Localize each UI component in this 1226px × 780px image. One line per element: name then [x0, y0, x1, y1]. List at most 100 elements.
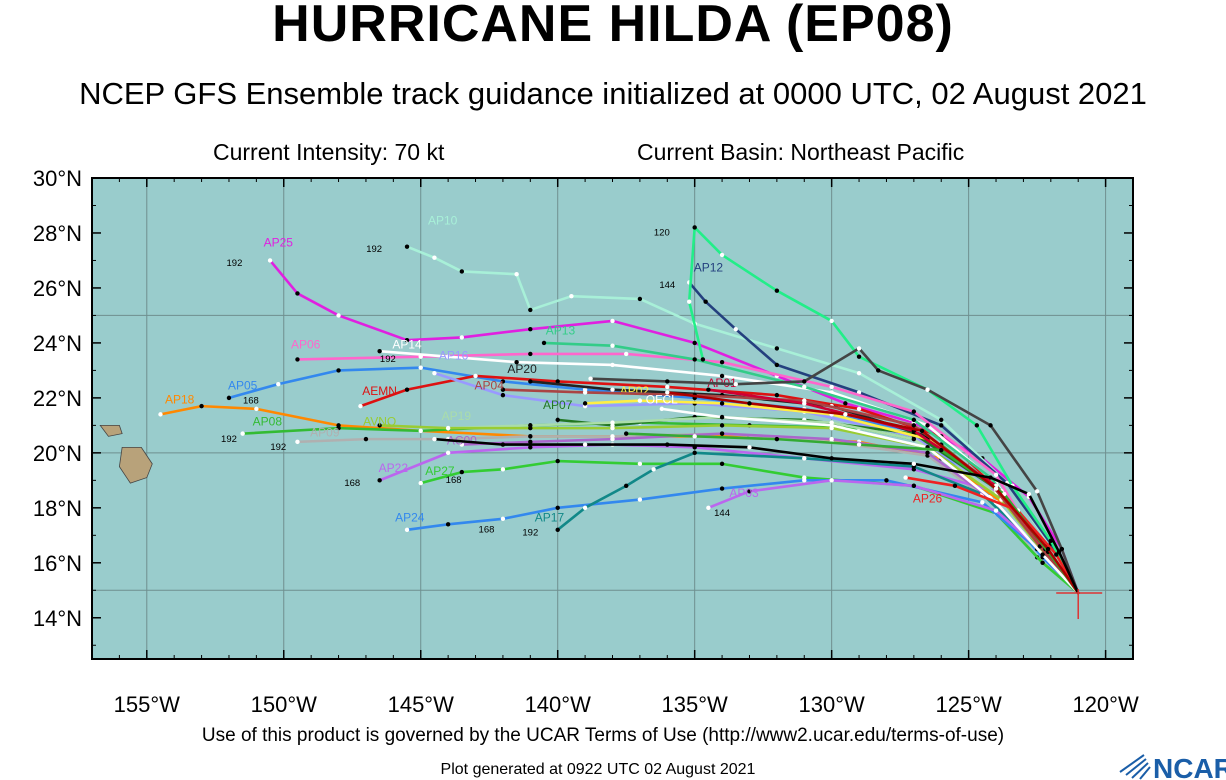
track-point-ap24	[555, 505, 560, 511]
track-point-ap13	[802, 384, 807, 390]
track-point-ap06	[719, 359, 725, 365]
track-point-ap27	[418, 480, 423, 486]
lat-tick-label: 18°N	[33, 496, 82, 521]
track-point-ap28	[911, 461, 917, 467]
track-point-ap13	[541, 340, 547, 346]
track-point-ap03	[829, 478, 834, 483]
track-point-aemn	[358, 403, 363, 409]
track-point-ap18	[254, 406, 259, 412]
track-point-ap25	[843, 401, 848, 406]
track-point-ap11	[719, 252, 725, 258]
island-maui	[99, 424, 123, 437]
lat-tick-label: 30°N	[33, 166, 82, 191]
track-point-ap03	[706, 505, 711, 511]
track-point-ap18	[199, 403, 204, 409]
track-point-ap25	[404, 337, 410, 343]
track-point-ap10	[939, 417, 944, 423]
track-point-ap13	[610, 343, 615, 348]
track-point-ap10	[856, 370, 862, 376]
track-point-ap15	[856, 346, 862, 351]
track-point-ap24	[802, 478, 807, 483]
track-line-ap11	[687, 226, 1080, 595]
track-point-ac00	[528, 439, 533, 445]
track-point-ap19	[610, 420, 615, 425]
track-point-ap23	[623, 431, 629, 436]
track-point-ap02	[719, 401, 725, 406]
track-point-ap10	[637, 296, 643, 302]
track-point-ap03	[747, 489, 752, 494]
lon-tick-label: 150°W	[251, 692, 318, 717]
track-point-aemn	[774, 392, 780, 398]
track-label-ap05: AP05	[228, 379, 258, 393]
track-label-ap18: AP18	[165, 392, 195, 406]
track-point-ap15	[876, 368, 881, 373]
track-label-ap26: AP26	[913, 491, 943, 505]
track-point-ap02	[637, 398, 643, 403]
track-point-ap05	[500, 379, 506, 384]
track-point-ap28	[988, 475, 993, 480]
track-point-ap20	[610, 387, 615, 392]
forecast-hour-label: 192	[227, 258, 243, 269]
forecast-hour-label: 192	[270, 442, 286, 453]
lat-tick-label: 26°N	[33, 276, 82, 301]
lat-tick-label: 24°N	[33, 331, 82, 356]
track-point-ap22	[528, 445, 533, 450]
track-point-ap24	[445, 522, 451, 527]
track-point-ap01	[706, 387, 711, 392]
track-label-ap04: AP04	[475, 379, 505, 393]
track-point-ap25	[692, 340, 697, 346]
track-point-ap15	[1059, 546, 1064, 552]
track-point-ap10	[404, 244, 410, 249]
lat-tick-label: 20°N	[33, 441, 82, 466]
track-point-ap22	[377, 478, 382, 483]
track-point-aemn	[665, 384, 670, 390]
track-point-ap15	[588, 376, 593, 381]
track-point-ap21	[665, 390, 670, 395]
track-label-ap16: AP16	[439, 348, 469, 362]
track-point-ofcl	[1040, 552, 1045, 557]
lat-tick-label: 16°N	[33, 551, 82, 576]
track-point-ap12	[939, 423, 944, 428]
track-point-ap28	[500, 442, 506, 447]
track-point-ap27	[1040, 560, 1045, 565]
track-point-ap15	[988, 423, 993, 428]
track-point-ap12	[774, 362, 780, 368]
track-point-ap09	[295, 439, 300, 445]
page-title: HURRICANE HILDA (EP08)	[272, 0, 954, 53]
forecast-hour-label: 168	[344, 478, 360, 489]
track-point-ap17	[802, 456, 807, 461]
track-point-ap05	[418, 365, 423, 370]
track-point-ap11	[829, 318, 834, 324]
track-point-ac00	[925, 450, 930, 456]
track-label-ap06: AP06	[291, 337, 321, 351]
lat-tick-label: 28°N	[33, 221, 82, 246]
track-point-avno	[377, 423, 382, 428]
track-point-ap23	[939, 447, 944, 453]
track-point-ap06	[528, 351, 533, 357]
track-point-ap07	[555, 417, 560, 423]
track-point-ap06	[295, 357, 300, 362]
track-point-ap10	[569, 293, 574, 299]
lon-tick-label: 155°W	[114, 692, 181, 717]
lon-tick-label: 125°W	[935, 692, 1002, 717]
track-point-ap11	[692, 225, 697, 230]
track-point-ap10	[432, 255, 437, 260]
track-point-ap17	[692, 450, 697, 456]
track-point-aemn	[856, 406, 862, 412]
forecast-hour-label: 192	[221, 434, 237, 445]
track-point-ap15	[802, 379, 807, 384]
track-point-ap26	[903, 475, 908, 480]
track-point-ap01	[802, 401, 807, 406]
track-point-ap12	[733, 326, 738, 332]
lon-tick-label: 130°W	[799, 692, 866, 717]
track-point-ap26	[1054, 552, 1059, 557]
track-point-ap04	[500, 387, 506, 392]
ncar-logo-text: NCAR	[1153, 753, 1226, 780]
track-point-ap04	[582, 390, 588, 395]
track-point-ap10	[459, 269, 465, 274]
lon-tick-label: 140°W	[525, 692, 592, 717]
track-point-ap11	[974, 423, 980, 428]
forecast-hour-label: 144	[714, 508, 730, 519]
track-point-ap11	[700, 357, 706, 362]
